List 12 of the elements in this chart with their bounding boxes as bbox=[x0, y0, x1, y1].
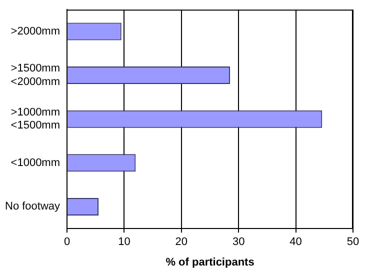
x-tick-label: 10 bbox=[118, 236, 130, 248]
x-tick-label: 30 bbox=[232, 236, 245, 248]
x-tick-label: 40 bbox=[290, 236, 302, 248]
y-tick-label: >2000mm bbox=[10, 26, 60, 38]
y-tick-label: >1500mm <2000mm bbox=[10, 62, 60, 88]
x-tick-label: 50 bbox=[346, 236, 360, 248]
y-tick-label: No footway bbox=[4, 200, 61, 213]
x-axis-title: % of participants bbox=[166, 256, 254, 268]
y-tick-label: <1000mm bbox=[10, 156, 60, 169]
x-tick-label: 20 bbox=[175, 236, 188, 248]
x-tick-label: 0 bbox=[64, 236, 70, 248]
y-tick-label: >1000mm <1500mm bbox=[10, 106, 60, 132]
